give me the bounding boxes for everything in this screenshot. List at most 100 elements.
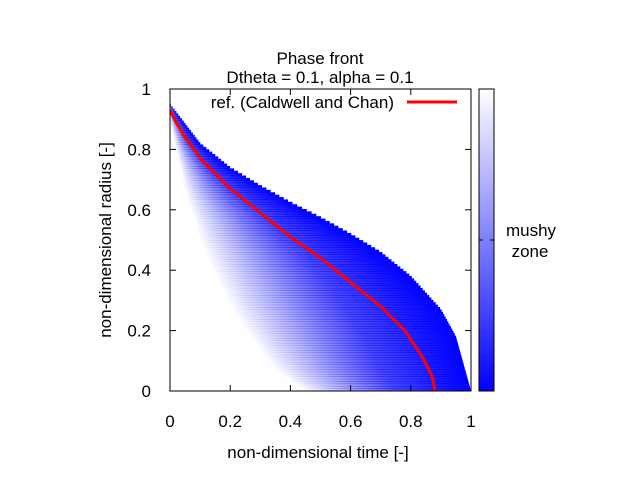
mushy-zone-band [179,163,228,167]
mushy-zone-band [219,283,419,287]
y-axis-ticks: 0 0.2 0.4 0.6 0.8 1 [127,80,471,401]
mushy-zone-band [226,297,432,301]
mushy-zone-band [186,194,280,198]
mushy-zone-band [291,381,469,385]
mushy-zone-band [189,204,298,208]
mushy-zone-band [221,287,423,291]
y-axis-label: non-dimensional radius [-] [96,142,115,338]
mushy-zone-band [175,142,201,146]
chart-subtitle: Dtheta = 0.1, alpha = 0.1 [226,68,413,87]
mushy-zone-band [303,388,471,391]
mushy-zone-band [295,383,470,387]
mushy-zone-band [184,189,271,193]
mushy-zone-band [193,216,322,220]
y-tick-label: 0.4 [127,261,151,280]
mushy-zone-band [225,295,430,299]
mushy-zone-band [176,149,210,153]
mushy-zone-band [170,110,177,114]
mushy-zone-band [272,364,465,368]
mushy-zone-band [194,220,330,224]
plot-frame [169,88,472,392]
mushy-zone-band [268,359,463,363]
mushy-zone-band [201,242,368,246]
mushy-zone-band [181,170,239,174]
x-tick-label: 0.4 [279,412,303,431]
mushy-zone-band [216,278,415,282]
mushy-zone-band [249,335,457,339]
mushy-zone-band [202,244,372,248]
mushy-zone-band [266,357,463,361]
mushy-zone-band [180,168,235,172]
mushy-zone-band [218,280,417,284]
mushy-zone-band [253,340,458,344]
x-tick-label: 0.6 [339,412,363,431]
mushy-zone-band [170,106,173,110]
mushy-zone-band [241,323,450,327]
mushy-zone-band [175,144,204,148]
mushy-zone-band [276,369,466,373]
mushy-zone-band [195,223,335,227]
x-tick-label: 1 [466,412,475,431]
mushy-zone-band [177,151,213,155]
mushy-zone-band [190,208,307,212]
mushy-zone-band [192,213,317,217]
legend: ref. (Caldwell and Chan) [211,93,457,112]
chart-title: Phase front [277,49,364,68]
series-layer [170,108,437,391]
mushy-zone-band [230,304,438,308]
mushy-zone-band [215,275,412,279]
mushy-zone-band [176,146,207,150]
mushy-zone-layer [170,103,471,391]
x-tick-label: 0.8 [399,412,423,431]
y-tick-label: 0.8 [127,140,151,159]
mushy-zone-band [210,263,398,267]
mushy-zone-band [234,311,444,315]
mushy-zone-band [213,271,407,275]
y-tick-label: 0.6 [127,201,151,220]
mushy-zone-band [274,366,465,370]
mushy-zone-band [224,292,428,296]
mushy-zone-band [185,192,276,196]
y-tick-label: 0.2 [127,322,151,341]
mushy-zone-band [199,237,360,241]
mushy-zone-band [184,187,267,191]
mushy-zone-band [227,299,434,303]
mushy-zone-band [181,173,243,177]
mushy-zone-band [260,350,461,354]
mushy-zone-band [238,318,447,322]
mushy-zone-band [182,177,250,181]
mushy-zone-band [270,362,464,366]
mushy-zone-band [170,113,179,117]
mushy-zone-band [251,338,457,342]
mushy-zone-band [198,232,352,236]
mushy-zone-band [180,165,231,169]
mushy-zone-band [248,333,455,337]
mushy-zone-band [222,290,425,294]
mushy-zone-band [182,180,254,184]
mushy-zone-band [207,256,389,260]
x-axis-ticks: 0 0.2 0.4 0.6 0.8 1 [165,89,476,431]
mushy-zone-band [200,240,364,244]
colorbar-label-line1: mushy [506,221,557,240]
mushy-zone-band [243,326,451,330]
mushy-zone-band [282,373,467,377]
mushy-zone-band [191,211,312,215]
mushy-zone-band [204,249,380,253]
x-tick-label: 0.2 [218,412,242,431]
mushy-zone-band [197,230,348,234]
x-axis-label: non-dimensional time [-] [227,443,408,462]
mushy-zone-band [214,273,410,277]
mushy-zone-band [182,175,246,179]
mushy-zone-band [228,302,436,306]
mushy-zone-band [220,285,421,289]
mushy-zone-band [288,378,469,382]
mushy-zone-band [183,185,263,189]
mushy-zone-band [256,345,459,349]
mushy-zone-band [209,261,395,265]
mushy-zone-band [235,314,445,318]
mushy-zone-band [170,108,175,112]
mushy-zone-band [199,235,356,239]
mushy-zone-band [211,266,401,270]
mushy-zone-band [244,328,453,332]
